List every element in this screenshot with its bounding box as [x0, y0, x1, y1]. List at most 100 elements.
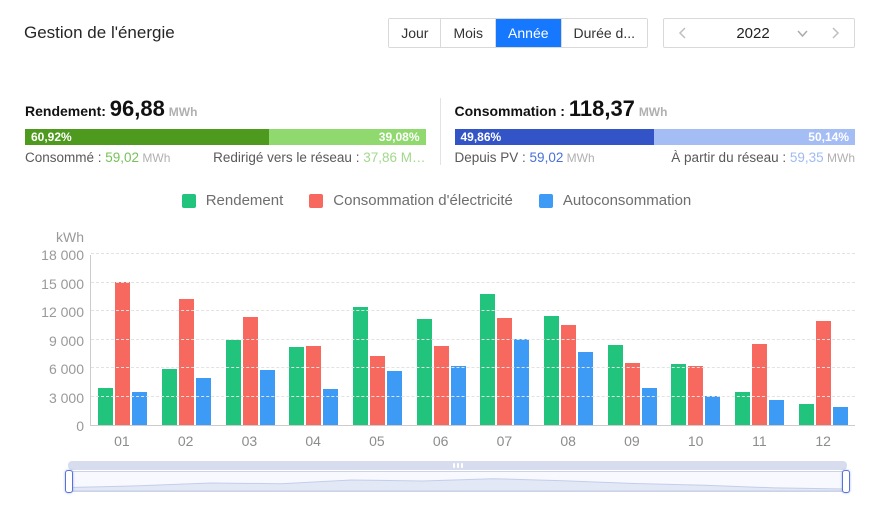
slider-right-handle-icon[interactable] [842, 470, 850, 493]
consumption-heading: Consommation : 118,37 MWh [455, 96, 856, 122]
slider-data-shadow [69, 472, 846, 491]
bar[interactable] [608, 345, 623, 425]
consumption-label: Consommation : [455, 103, 569, 119]
bar-group-03 [218, 255, 282, 425]
next-year-icon[interactable] [828, 25, 844, 41]
tab-mois[interactable]: Mois [441, 19, 496, 47]
bar[interactable] [226, 340, 241, 426]
slider-move-handle[interactable] [68, 461, 847, 470]
bar-group-09 [600, 255, 664, 425]
bar[interactable] [752, 344, 767, 425]
bar[interactable] [799, 404, 814, 425]
yield-to-grid-value: 37,86 [363, 150, 397, 165]
legend-marker-icon [182, 194, 196, 208]
bar[interactable] [833, 407, 848, 425]
bar[interactable] [769, 400, 784, 425]
bar[interactable] [417, 319, 432, 425]
bar-group-08 [537, 255, 601, 425]
bar-group-06 [409, 255, 473, 425]
bar[interactable] [115, 282, 130, 425]
yield-right-pct: 39,08% [379, 130, 420, 144]
consumption-sub-row: Depuis PV : 59,02 MWh À partir du réseau… [455, 150, 856, 165]
bar-groups [91, 255, 855, 425]
yield-sub-row: Consommé : 59,02 MWh Redirigé vers le ré… [25, 150, 426, 165]
bar[interactable] [260, 370, 275, 425]
bar[interactable] [705, 396, 720, 425]
bar[interactable] [480, 294, 495, 425]
bar[interactable] [514, 339, 529, 425]
consumption-progress-bar: 49,86% 50,14% [455, 129, 856, 145]
y-axis-tick-label: 18 000 [0, 247, 84, 263]
legend-item-1[interactable]: Consommation d'électricité [309, 192, 513, 209]
x-axis-label: 03 [218, 433, 282, 449]
bar[interactable] [162, 369, 177, 425]
bar[interactable] [544, 316, 559, 425]
yield-progress-bar: 60,92% 39,08% [25, 129, 426, 145]
x-axis-label: 04 [281, 433, 345, 449]
bar[interactable] [243, 317, 258, 425]
from-pv-label: Depuis PV : [455, 150, 530, 165]
y-axis-unit-label: kWh [0, 229, 84, 245]
prev-year-icon[interactable] [674, 25, 690, 41]
year-value[interactable]: 2022 [716, 25, 790, 42]
bar-group-01 [91, 255, 155, 425]
bar-group-07 [473, 255, 537, 425]
bar[interactable] [289, 347, 304, 425]
yield-progress-right: 39,08% [269, 129, 426, 145]
yield-unit: MWh [169, 105, 198, 119]
gridline [91, 396, 855, 397]
slider-grip-icon [453, 463, 455, 468]
bar[interactable] [196, 378, 211, 425]
x-axis-label: 11 [728, 433, 792, 449]
chevron-down-icon[interactable] [794, 25, 810, 41]
bar[interactable] [98, 388, 113, 425]
y-axis-tick-label: 3 000 [0, 390, 84, 406]
bar[interactable] [561, 325, 576, 425]
legend-label: Rendement [206, 192, 284, 209]
bar[interactable] [625, 363, 640, 425]
yield-to-grid-unit: M… [397, 150, 426, 165]
consumption-progress-left: 49,86% [455, 129, 655, 145]
legend-label: Consommation d'électricité [333, 192, 513, 209]
yield-to-grid: Redirigé vers le réseau : 37,86 M… [213, 150, 425, 165]
header: Gestion de l'énergie JourMoisAnnéeDurée … [0, 0, 873, 50]
x-axis-label: 08 [536, 433, 600, 449]
datazoom-slider[interactable] [68, 461, 847, 493]
bar-group-04 [282, 255, 346, 425]
legend-item-2[interactable]: Autoconsommation [539, 192, 691, 209]
x-axis-label: 12 [791, 433, 855, 449]
tab-jour[interactable]: Jour [389, 19, 441, 47]
bar[interactable] [642, 388, 657, 425]
bar[interactable] [816, 321, 831, 426]
bar[interactable] [306, 346, 321, 425]
year-picker[interactable]: 2022 [663, 18, 855, 48]
consumption-left-pct: 49,86% [461, 130, 502, 144]
y-axis-tick-label: 6 000 [0, 361, 84, 377]
tab-dured[interactable]: Durée d... [562, 19, 647, 47]
from-grid-unit: MWh [824, 151, 855, 165]
consumption-panel: Consommation : 118,37 MWh 49,86% 50,14% … [455, 96, 856, 165]
tab-anne[interactable]: Année [496, 19, 561, 47]
legend-item-0[interactable]: Rendement [182, 192, 284, 209]
legend-label: Autoconsommation [563, 192, 691, 209]
bar[interactable] [323, 389, 338, 425]
yield-value: 96,88 [110, 96, 165, 121]
from-pv-value: 59,02 [530, 150, 564, 165]
slider-left-handle-icon[interactable] [65, 470, 73, 493]
bar[interactable] [434, 346, 449, 425]
y-axis-tick-label: 15 000 [0, 276, 84, 292]
bar[interactable] [578, 352, 593, 425]
bar[interactable] [735, 392, 750, 425]
slider-track[interactable] [68, 471, 847, 492]
slider-grip-icon [461, 463, 463, 468]
legend-marker-icon [309, 194, 323, 208]
bar-group-12 [791, 255, 855, 425]
y-axis-tick-label: 0 [0, 418, 84, 434]
bar[interactable] [387, 371, 402, 425]
bar[interactable] [179, 299, 194, 425]
consumption-unit: MWh [639, 105, 668, 119]
gridline [91, 339, 855, 340]
from-grid: À partir du réseau : 59,35 MWh [671, 150, 855, 165]
bar[interactable] [497, 318, 512, 425]
bar[interactable] [132, 392, 147, 425]
